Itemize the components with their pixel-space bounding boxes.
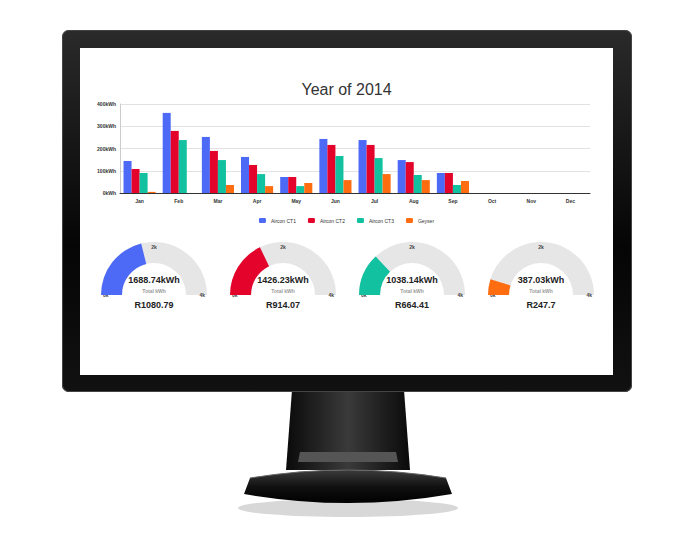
svg-text:Total kWh: Total kWh xyxy=(142,288,166,294)
svg-text:4k: 4k xyxy=(586,292,592,298)
svg-text:Aircon CT2: Aircon CT2 xyxy=(320,218,345,224)
svg-text:R247.7: R247.7 xyxy=(526,300,555,310)
svg-text:Sep: Sep xyxy=(448,198,457,204)
svg-text:Year of 2014: Year of 2014 xyxy=(301,81,391,98)
svg-text:Feb: Feb xyxy=(174,198,183,204)
svg-text:Geyser: Geyser xyxy=(418,218,434,224)
svg-text:R664.41: R664.41 xyxy=(395,300,429,310)
svg-text:Aircon CT1: Aircon CT1 xyxy=(271,218,296,224)
svg-text:1038.14kWh: 1038.14kWh xyxy=(386,275,438,285)
svg-text:Total kWh: Total kWh xyxy=(271,288,295,294)
svg-text:Aircon CT3: Aircon CT3 xyxy=(369,218,394,224)
svg-text:100kWh: 100kWh xyxy=(97,168,116,174)
svg-text:May: May xyxy=(291,198,301,204)
svg-text:Jun: Jun xyxy=(331,198,340,204)
svg-text:Jan: Jan xyxy=(135,198,144,204)
svg-text:4k: 4k xyxy=(457,292,463,298)
svg-text:387.03kWh: 387.03kWh xyxy=(518,275,565,285)
svg-text:Apr: Apr xyxy=(253,198,262,204)
svg-text:Total kWh: Total kWh xyxy=(400,288,424,294)
svg-text:Nov: Nov xyxy=(527,198,537,204)
svg-text:Jul: Jul xyxy=(371,198,379,204)
svg-text:400kWh: 400kWh xyxy=(97,101,116,107)
svg-text:0kWh: 0kWh xyxy=(103,190,116,196)
svg-text:200kWh: 200kWh xyxy=(97,146,116,152)
svg-text:4k: 4k xyxy=(199,292,205,298)
svg-text:1688.74kWh: 1688.74kWh xyxy=(128,275,180,285)
svg-text:2k: 2k xyxy=(280,244,286,250)
svg-text:4k: 4k xyxy=(328,292,334,298)
svg-text:1426.23kWh: 1426.23kWh xyxy=(257,275,309,285)
svg-text:Total kWh: Total kWh xyxy=(529,288,553,294)
svg-text:2k: 2k xyxy=(538,244,544,250)
svg-text:2k: 2k xyxy=(409,244,415,250)
svg-text:Mar: Mar xyxy=(213,198,222,204)
svg-text:Aug: Aug xyxy=(409,198,419,204)
svg-text:R914.07: R914.07 xyxy=(266,300,300,310)
svg-text:R1080.79: R1080.79 xyxy=(134,300,173,310)
svg-text:2k: 2k xyxy=(151,244,157,250)
svg-text:Dec: Dec xyxy=(566,198,575,204)
svg-text:Oct: Oct xyxy=(488,198,497,204)
svg-text:300kWh: 300kWh xyxy=(97,123,116,129)
